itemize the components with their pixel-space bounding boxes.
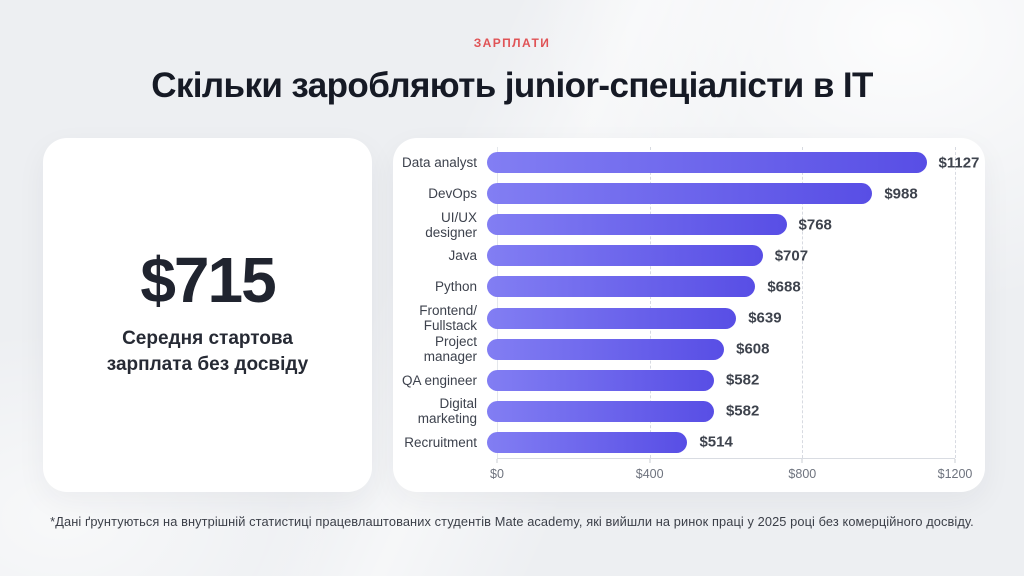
- bar: [487, 400, 714, 422]
- chart-row: Python $688: [393, 273, 955, 301]
- bar: [487, 276, 756, 298]
- stat-card-content: $715 Середня стартова зарплата без досві…: [43, 138, 372, 492]
- bar-value-label: $639: [748, 309, 782, 327]
- stat-card: $715 Середня стартова зарплата без досві…: [43, 138, 372, 492]
- bar: [487, 245, 763, 267]
- bar-value-label: $768: [798, 216, 832, 234]
- chart-row: Frontend/ Fullstack $639: [393, 302, 955, 334]
- axis-tick: [801, 459, 803, 463]
- bar-track: $582: [487, 369, 955, 391]
- eyebrow-label: ЗАРПЛАТИ: [473, 36, 551, 50]
- chart-x-axis: $0 $400 $800 $1200: [490, 458, 972, 484]
- axis-tick-label: $0: [490, 467, 504, 481]
- axis-tick: [954, 459, 956, 463]
- category-label: DevOps: [428, 186, 477, 202]
- chart-row: Data analyst $1127: [393, 149, 979, 177]
- axis-tick: [649, 459, 651, 463]
- bar-value-label: $514: [699, 433, 733, 451]
- bar-value-label: $1127: [938, 154, 980, 172]
- page-title: Скільки заробляють junior-спеціалісти в …: [151, 66, 873, 105]
- grid-line-800: [802, 147, 804, 458]
- category-label: Data analyst: [401, 154, 477, 170]
- category-label: Frontend/ Fullstack: [419, 302, 477, 334]
- grid-line-0: [497, 147, 498, 458]
- chart-row: Project manager $608: [393, 334, 955, 365]
- bar-track: $514: [487, 431, 955, 453]
- chart-row: DevOps $988: [393, 180, 955, 208]
- chart-rows: Data analyst $1127 DevOps $988 UI/UX designe…: [393, 147, 979, 458]
- average-salary-caption: Середня стартова зарплата без досвіду: [106, 328, 309, 375]
- bar: [487, 152, 927, 174]
- bar-track: $707: [487, 245, 955, 267]
- axis-tick-label: $1200: [937, 467, 973, 481]
- bar: [487, 338, 725, 360]
- bar-track: $768: [487, 214, 955, 236]
- chart-row: Digital marketing $582: [393, 396, 955, 427]
- bar-value-label: $608: [736, 340, 770, 358]
- chart-gridlines: [497, 147, 956, 458]
- grid-line-1200: [955, 147, 956, 458]
- category-label: Digital marketing: [417, 396, 477, 427]
- axis-tick: [496, 459, 498, 463]
- category-label: Recruitment: [404, 434, 477, 450]
- bar-value-label: $988: [884, 185, 918, 203]
- bar: [487, 307, 737, 329]
- category-label: Python: [434, 279, 477, 295]
- axis-tick-label: $400: [635, 467, 664, 481]
- category-label: Project manager: [423, 334, 477, 365]
- footnote: *Дані ґрунтуються на внутрішній статисти…: [50, 514, 974, 529]
- salary-chart-card: Data analyst $1127 DevOps $988 UI/UX designe…: [393, 138, 985, 492]
- bar-track: $582: [487, 400, 955, 422]
- chart-row: UI/UX designer $768: [393, 209, 955, 240]
- grid-line-400: [649, 147, 651, 458]
- category-label: Java: [448, 248, 477, 264]
- bar-track: $688: [487, 276, 955, 298]
- category-label: UI/UX designer: [425, 209, 477, 240]
- chart-row: QA engineer $582: [393, 366, 955, 394]
- bar: [487, 214, 787, 236]
- axis-tick-label: $800: [788, 467, 817, 481]
- bar-value-label: $688: [767, 278, 801, 296]
- bar-value-label: $582: [725, 402, 760, 420]
- bar: [487, 183, 873, 205]
- average-salary-value: $715: [140, 244, 276, 317]
- bar-track: $608: [487, 338, 955, 360]
- bar: [487, 369, 714, 391]
- chart-row: Java $707: [393, 242, 955, 270]
- bar-track: $1127: [487, 152, 979, 174]
- bar-value-label: $707: [774, 247, 809, 265]
- bar-value-label: $582: [725, 371, 760, 389]
- bar-track: $988: [487, 183, 955, 205]
- chart-row: Recruitment $514: [393, 428, 955, 456]
- bar-track: $639: [487, 307, 955, 329]
- bar: [487, 431, 688, 453]
- category-label: QA engineer: [401, 372, 477, 388]
